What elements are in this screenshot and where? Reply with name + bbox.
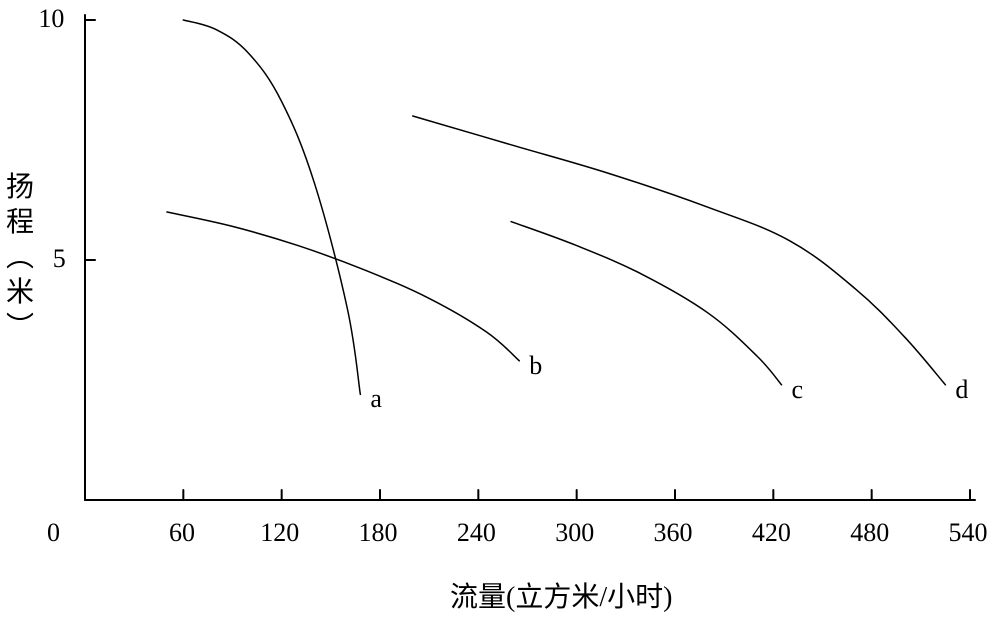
x-tick-label: 120	[260, 518, 299, 548]
x-tick-label: 480	[850, 518, 889, 548]
x-axis-label: 流量(立方米/小时)	[450, 575, 672, 615]
x-tick-label: 60	[169, 518, 195, 548]
x-tick-label: 360	[654, 518, 693, 548]
curve-label-a: a	[370, 384, 382, 414]
x-tick-label: 300	[555, 518, 594, 548]
curve-label-c: c	[792, 375, 804, 405]
chart-container: 扬 程 ︵ 米 ︶ 0 60 120 180 240 300 360 420 480 540 5 10…	[0, 0, 1000, 621]
y-tick-label: 5	[53, 244, 66, 274]
y-axis-label-char: ︵	[6, 240, 34, 275]
y-axis-label-char: 程	[6, 205, 34, 240]
y-tick-label: 10	[38, 4, 64, 34]
x-tick-label: 420	[752, 518, 791, 548]
y-axis-label-char: ︶	[6, 310, 34, 345]
x-tick-label: 240	[457, 518, 496, 548]
x-tick-label: 0	[47, 518, 60, 548]
x-tick-label: 540	[949, 518, 988, 548]
x-tick-label: 180	[359, 518, 398, 548]
curve-label-b: b	[529, 351, 542, 381]
curve-label-d: d	[955, 375, 968, 405]
y-axis-label: 扬 程 ︵ 米 ︶	[6, 170, 34, 345]
y-axis-label-char: 米	[6, 275, 34, 310]
y-axis-label-char: 扬	[6, 170, 34, 205]
